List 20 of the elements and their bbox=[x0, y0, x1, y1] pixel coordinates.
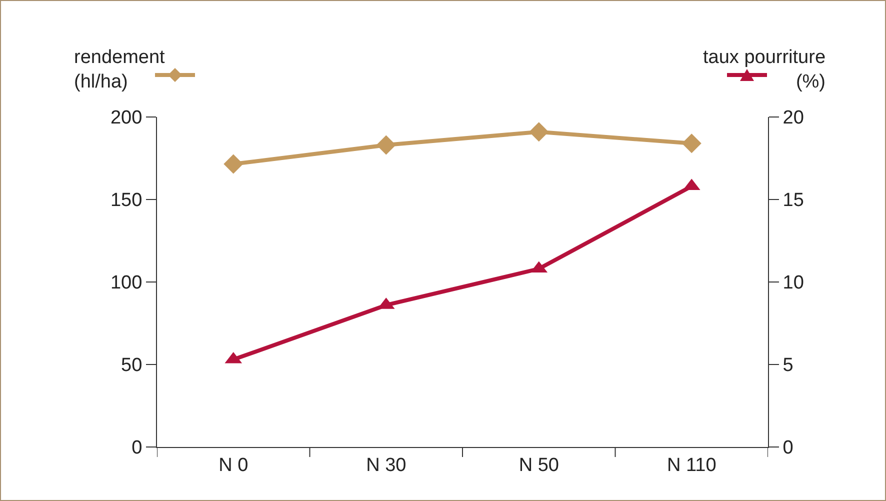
y2-tick-label: 20 bbox=[782, 108, 804, 129]
y2-tick-label: 15 bbox=[782, 190, 804, 212]
y-tick-label: 200 bbox=[110, 108, 142, 129]
y-tick-label: 150 bbox=[110, 190, 142, 212]
point bbox=[224, 154, 244, 174]
point bbox=[376, 135, 396, 155]
x-tick-label: N 50 bbox=[518, 454, 559, 476]
y-tick-label: 0 bbox=[132, 438, 142, 459]
y-tick-label: 50 bbox=[121, 355, 142, 376]
x-tick-label: N 0 bbox=[218, 454, 248, 476]
x-tick-label: N 30 bbox=[366, 454, 406, 476]
y-tick-label: 100 bbox=[110, 272, 142, 294]
point bbox=[682, 134, 702, 154]
y2-axis-title: taux pourriture (%) bbox=[703, 47, 826, 93]
y2-tick-label: 5 bbox=[782, 355, 794, 376]
x-tick-label: N 110 bbox=[666, 454, 716, 476]
y2-tick-label: 0 bbox=[782, 438, 794, 459]
y2-tick-label: 10 bbox=[782, 272, 804, 294]
y-axis-title: rendement (hl/ha) bbox=[74, 47, 166, 93]
point bbox=[529, 122, 549, 142]
